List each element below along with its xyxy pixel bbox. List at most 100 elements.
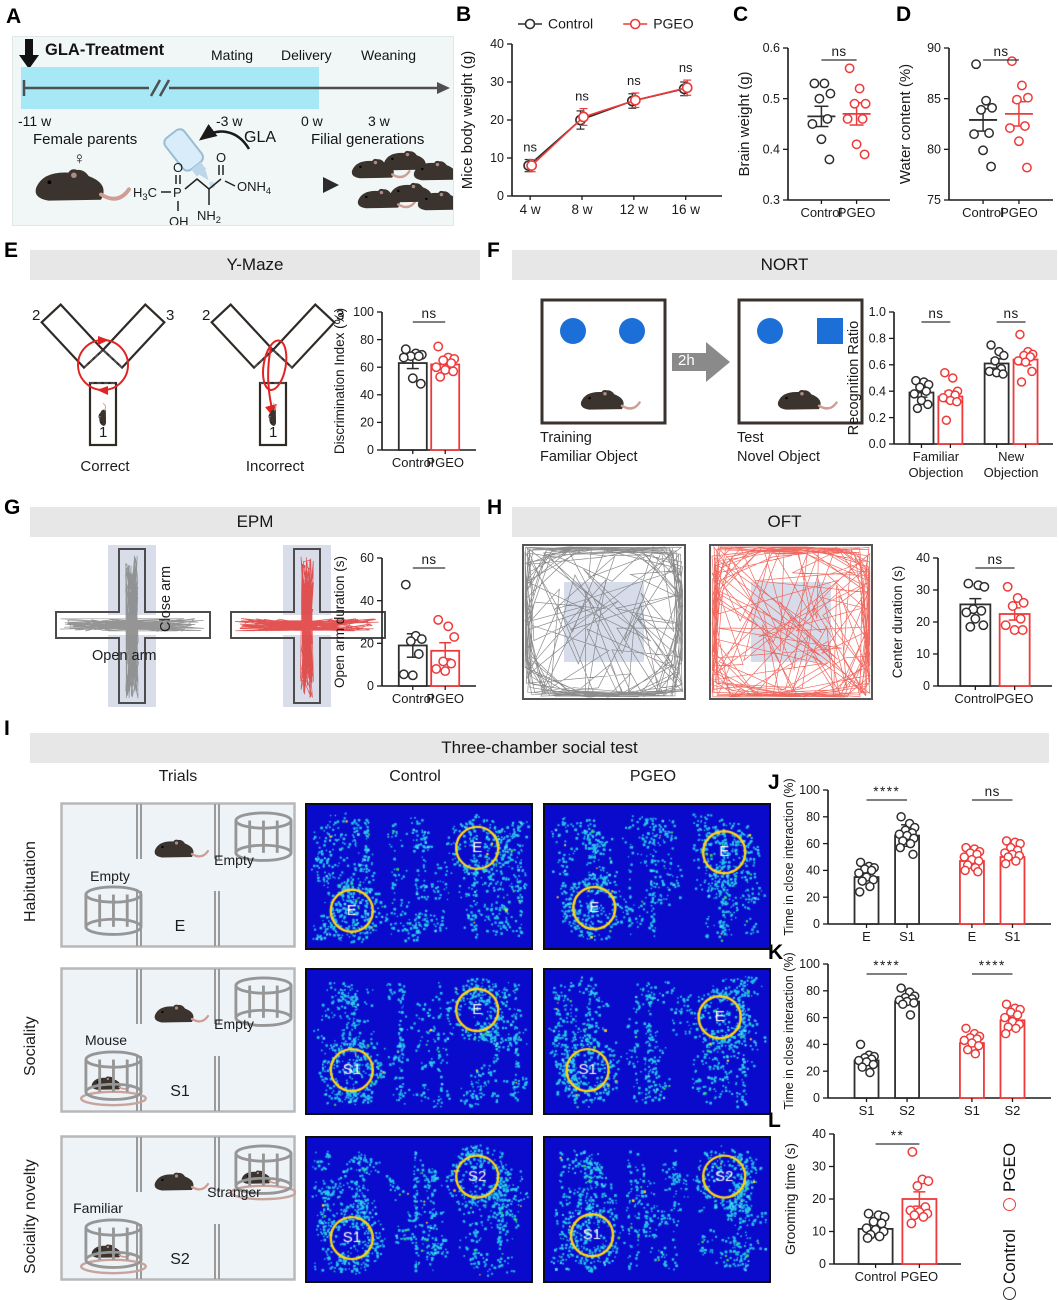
data-point: [862, 1233, 873, 1243]
y-tick-label: 0: [813, 917, 820, 931]
heatmap-pgeo-sociality: [543, 968, 771, 1115]
data-point: [1013, 136, 1024, 147]
cage-label: Familiar: [73, 1200, 123, 1216]
incorrect-label: Incorrect: [245, 458, 305, 475]
y-tick-label: 20: [360, 637, 374, 651]
data-point: [918, 1211, 929, 1222]
y-tick-label: 0.0: [869, 437, 886, 451]
data-point: [825, 88, 836, 99]
chart-close-interaction-habituation: 0 20 40 60 80 100 Time in close interaction (%…: [782, 756, 1059, 952]
data-point: [912, 1181, 923, 1191]
x-tick-label: Control: [392, 455, 434, 470]
y-maze-svg: [40, 302, 166, 447]
drop-icon: [209, 181, 216, 188]
y-tick-label: 20: [812, 1192, 826, 1206]
data-point: [986, 161, 997, 172]
trial-center-label: S2: [170, 1251, 190, 1268]
data-point: [986, 340, 996, 350]
cage-with-mouse-icon: [229, 1144, 297, 1201]
data-point: [824, 154, 835, 165]
y-tick-label: 100: [799, 957, 820, 971]
data-point: [896, 983, 906, 993]
panel-letter-a: A: [6, 5, 22, 28]
data-point: [976, 104, 987, 115]
row-label-habituation: Habituation: [22, 841, 39, 922]
y-tick-label: 1.0: [869, 305, 886, 319]
data-point: [855, 857, 866, 868]
maze1-arm1-label: 1: [99, 424, 108, 441]
data-point: [1006, 56, 1017, 67]
column-header-pgeo: PGEO: [629, 768, 677, 785]
y-tick-label: 0.3: [763, 193, 780, 207]
y-axis-label: Grooming time (s): [782, 1143, 798, 1255]
legend-control-marker-icon: [1003, 1287, 1016, 1300]
cage-label: Empty: [214, 1016, 254, 1032]
y-tick-label: 0.5: [763, 92, 780, 106]
y-tick-label: 100: [353, 305, 374, 319]
sig-label: ns: [985, 784, 1000, 799]
bar: [397, 362, 428, 451]
banner-nort-text: NORT: [760, 255, 809, 274]
data-point: [1011, 1023, 1021, 1034]
trial-box-svg: [60, 1135, 297, 1281]
data-point: [814, 93, 825, 104]
y-tick-label: 0.8: [869, 332, 886, 346]
data-point: [1011, 856, 1021, 866]
data-point: [923, 399, 933, 410]
data-point: [941, 415, 952, 425]
weaning-label: Weaning: [361, 47, 417, 63]
group-label: Familiar: [913, 449, 960, 464]
legend-pgeo-label: PGEO: [1000, 1142, 1019, 1192]
data-point: [961, 1023, 971, 1034]
chart-grooming-time: 0 10 20 30 40 Grooming time (s) Control PGEO **: [782, 1098, 987, 1298]
bar: [999, 1019, 1026, 1099]
filial-generations-label: Filial generations: [311, 131, 425, 148]
banner-oft-text: OFT: [767, 512, 802, 531]
data-point: [959, 1035, 970, 1046]
timeline-arrowhead-icon: [437, 82, 450, 94]
y-tick-label: 40: [360, 594, 374, 608]
sig-label: ns: [523, 140, 537, 155]
y-tick-label: 60: [360, 551, 374, 565]
y-tick-label: 80: [360, 333, 374, 347]
epm-svg: [230, 545, 386, 707]
plus-maze-outline: [55, 548, 211, 704]
time-0w: 0 w: [301, 113, 323, 129]
chart-water-content: 75 80 85 90 Water content (%) Control PGEO ns: [897, 8, 1057, 226]
x-tick-label: E: [968, 929, 977, 944]
y-axis-label: Mice body weight (g): [459, 51, 476, 189]
y-tick-label: 30: [916, 583, 930, 597]
sig-label: ns: [831, 44, 846, 59]
data-point: [407, 373, 418, 384]
data-point: [857, 1062, 868, 1072]
data-point: [978, 620, 989, 631]
x-tick-label: S2: [1005, 1103, 1021, 1118]
heatmap-pgeo-habituation: [543, 803, 771, 950]
data-point: [438, 355, 449, 366]
data-point: [526, 160, 538, 171]
sig-label: ns: [928, 306, 943, 321]
y-maze-correct-diagram: [18, 293, 188, 461]
arm-2: [210, 302, 275, 370]
x-tick-label: S1: [859, 1103, 875, 1118]
data-point: [1011, 94, 1022, 105]
trial-box-habituation: [60, 802, 296, 953]
data-point: [973, 1040, 984, 1051]
y-axis-label: Time in close interaction (%): [782, 952, 796, 1109]
chart-close-interaction-novelty: 0 20 40 60 80 100 Time in close interaction (%…: [782, 928, 1059, 1128]
panel-letter-b: B: [456, 3, 472, 26]
sig-label: ns: [679, 60, 693, 75]
legend-marker: [629, 18, 641, 30]
banner-epm-text: EPM: [236, 512, 274, 531]
data-point: [448, 366, 459, 377]
familiar-object-icon: [560, 318, 586, 344]
data-point: [952, 397, 962, 407]
familiar-object-label: Familiar Object: [540, 449, 638, 465]
movement-trace: [711, 545, 871, 699]
data-point: [819, 78, 830, 89]
data-point: [416, 634, 427, 645]
data-point: [960, 865, 970, 876]
